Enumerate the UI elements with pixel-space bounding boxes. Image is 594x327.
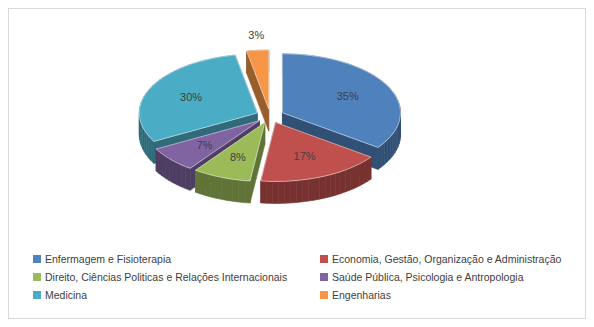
slice-side xyxy=(166,156,170,180)
slice-side xyxy=(331,173,336,196)
slice-side xyxy=(359,162,363,186)
slice-side xyxy=(186,167,191,191)
data-label: 35% xyxy=(337,90,359,102)
slice-side xyxy=(151,139,154,164)
pie xyxy=(139,50,400,203)
chart-container: 35% 17% 8% 7% 30% 3% Enfermagem e Fisioterapia… xyxy=(0,0,594,327)
data-label: 17% xyxy=(294,150,316,162)
legend-label: Direito, Ciências Politicas e Relações I… xyxy=(45,271,287,283)
slice-side xyxy=(388,137,391,162)
slice-side xyxy=(390,134,392,159)
slice-side xyxy=(378,145,382,170)
slice-side xyxy=(169,159,173,183)
data-label: 8% xyxy=(230,151,246,163)
slice-side xyxy=(146,133,148,158)
slice-side xyxy=(177,163,181,187)
slice-side xyxy=(336,172,341,196)
slice-side xyxy=(156,149,159,173)
slice-side xyxy=(159,152,162,176)
slice-side xyxy=(181,165,185,189)
slice-side xyxy=(355,164,359,188)
legend-label: Medicina xyxy=(45,289,87,301)
slice-side xyxy=(393,131,395,156)
slice-side xyxy=(238,180,244,203)
legend-label: Enfermagem e Fisioterapia xyxy=(45,253,171,265)
legend-label: Economia, Gestão, Organização e Administ… xyxy=(332,253,562,265)
data-label: 30% xyxy=(180,91,202,103)
slice-side xyxy=(341,170,346,194)
slice-side xyxy=(273,181,279,203)
slice[interactable] xyxy=(261,122,371,181)
slice-side xyxy=(385,140,388,165)
legend-label: Saúde Pública, Psicologia e Antropologia xyxy=(332,271,524,283)
slice-side xyxy=(314,177,320,200)
data-label: 3% xyxy=(248,29,264,41)
slice-side xyxy=(261,181,267,203)
slice-group xyxy=(195,123,264,204)
chart-frame xyxy=(9,9,586,319)
legend-swatch xyxy=(320,291,328,299)
slice-group xyxy=(261,122,371,203)
slice-side xyxy=(363,159,367,183)
slice-side xyxy=(149,136,152,161)
legend-swatch xyxy=(33,255,41,263)
slice-side xyxy=(303,179,309,202)
data-label: 7% xyxy=(197,139,213,151)
slice-side xyxy=(267,181,273,203)
slice-side xyxy=(221,177,227,200)
slice[interactable] xyxy=(195,123,264,182)
slice-side xyxy=(173,161,177,185)
slice-side xyxy=(211,175,216,198)
slice-side xyxy=(205,173,210,196)
legend-swatch xyxy=(33,291,41,299)
slice-side xyxy=(297,180,303,203)
slice-side xyxy=(195,170,200,194)
slice-side xyxy=(244,181,250,203)
legend-swatch xyxy=(320,255,328,263)
slice-side xyxy=(346,168,351,192)
slice-side xyxy=(200,172,205,196)
legend: Enfermagem e Fisioterapia Economia, Gestã… xyxy=(33,253,562,301)
slice-side xyxy=(233,179,239,202)
chart-svg: 35% 17% 8% 7% 30% 3% Enfermagem e Fisioterapia… xyxy=(0,0,594,327)
slice-side xyxy=(367,157,371,181)
slice-side xyxy=(279,181,285,203)
slice-side xyxy=(291,180,297,202)
slice-side xyxy=(216,176,221,199)
slice-side xyxy=(162,154,165,178)
legend-label: Engenharias xyxy=(332,289,391,301)
legend-swatch xyxy=(320,273,328,281)
legend-swatch xyxy=(33,273,41,281)
slice-side xyxy=(351,166,356,190)
slice-side xyxy=(325,175,330,198)
slice-side xyxy=(285,181,291,203)
slice-side xyxy=(308,178,314,201)
slice-side xyxy=(320,176,326,199)
slice-side xyxy=(227,178,233,201)
slice-side xyxy=(381,142,384,167)
